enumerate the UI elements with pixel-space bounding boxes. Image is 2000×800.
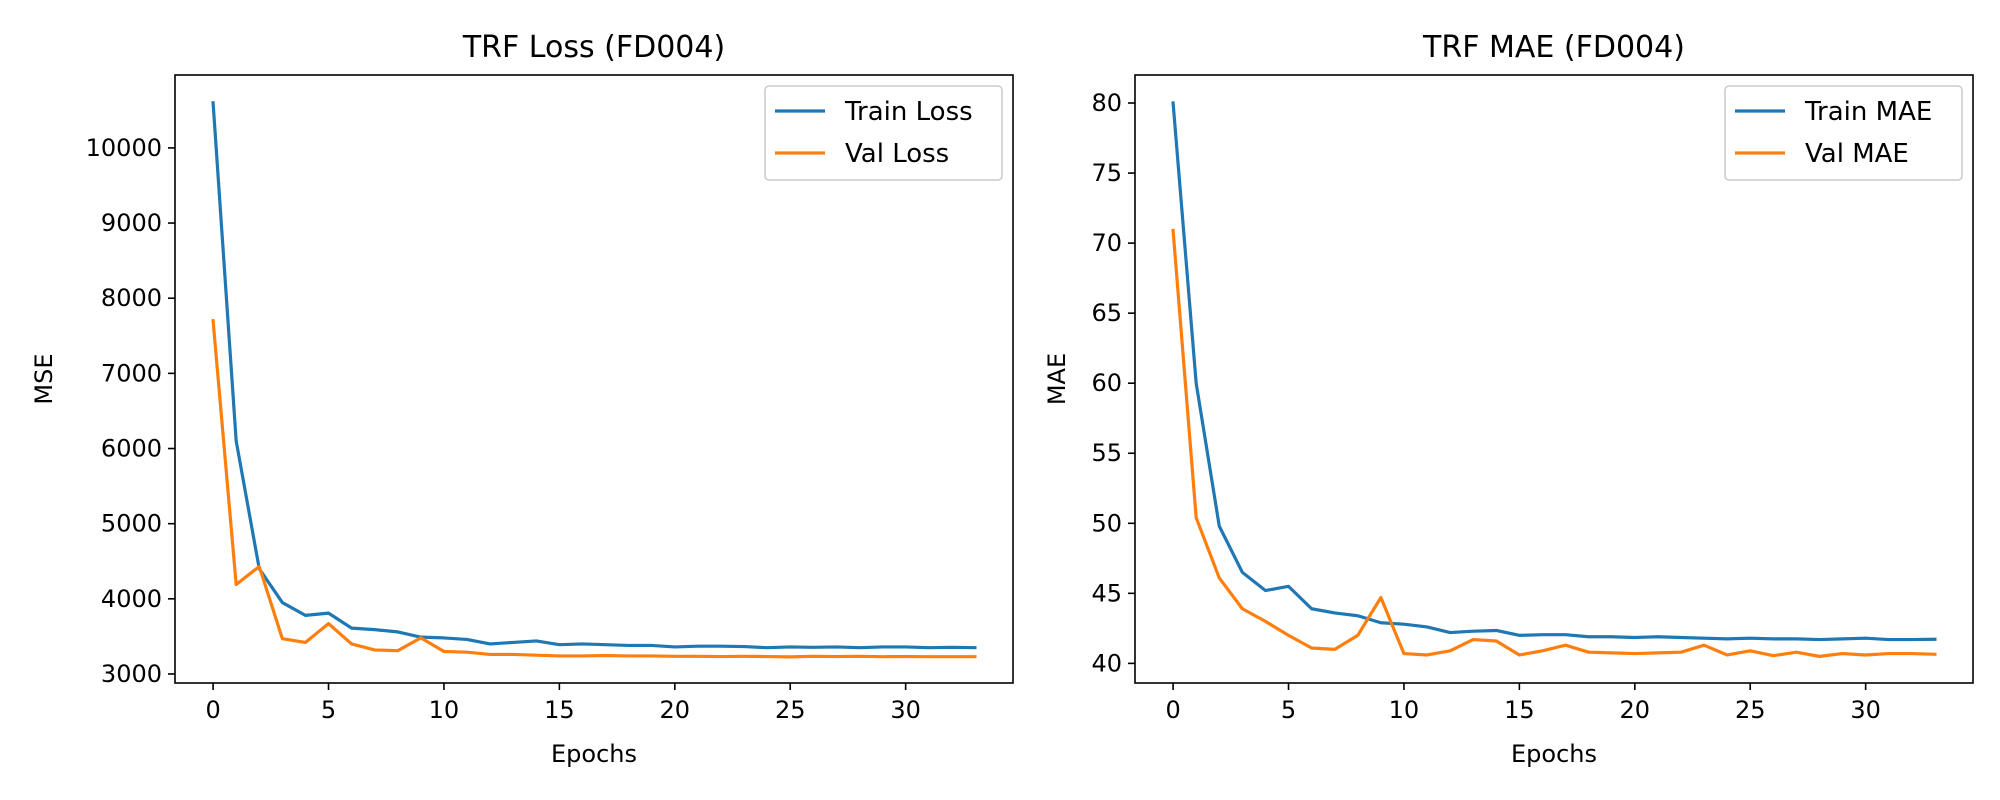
legend-label: Train Loss — [844, 97, 973, 127]
x-tick-label: 30 — [890, 696, 921, 724]
series-line-val-mae — [1171, 228, 1937, 658]
x-tick-label: 0 — [205, 696, 220, 724]
y-tick-label: 40 — [1091, 649, 1122, 677]
legend: Train MAE Val MAE — [1724, 85, 1963, 181]
y-tick-label: 3000 — [101, 660, 162, 688]
chart-title: TRF Loss (FD004) — [462, 30, 725, 65]
chart-title: TRF MAE (FD004) — [1422, 30, 1685, 65]
x-axis-label: Epochs — [551, 740, 637, 768]
series-line-val-loss — [211, 319, 977, 659]
x-axis-label: Epochs — [1511, 740, 1597, 768]
x-tick-label: 5 — [1281, 696, 1296, 724]
x-tick-label: 5 — [321, 696, 336, 724]
x-tick-label: 0 — [1165, 696, 1180, 724]
x-tick-label: 15 — [1504, 696, 1535, 724]
y-tick-label: 7000 — [101, 359, 162, 387]
chart-panel-loss: 0 5 10 15 20 25 30 3000 4000 5000 6000 7000 8000 9000… — [30, 30, 1014, 768]
x-tick-label: 10 — [1389, 696, 1420, 724]
y-tick-label: 10000 — [86, 134, 162, 162]
y-tick-label: 65 — [1091, 299, 1122, 327]
legend: Train Loss Val Loss — [764, 85, 1003, 181]
x-tick-label: 25 — [775, 696, 806, 724]
plot-frame — [1134, 74, 1974, 684]
y-tick-label: 50 — [1091, 509, 1122, 537]
x-tick-label: 20 — [1620, 696, 1651, 724]
y-axis-label: MSE — [30, 353, 58, 404]
y-axis-label: MAE — [1043, 353, 1071, 405]
legend-label: Val MAE — [1805, 139, 1909, 169]
plot-frame — [174, 74, 1014, 684]
y-tick-label: 80 — [1091, 89, 1122, 117]
y-tick-label: 60 — [1091, 369, 1122, 397]
y-tick-label: 6000 — [101, 435, 162, 463]
y-tick-label: 8000 — [101, 284, 162, 312]
y-tick-label: 70 — [1091, 229, 1122, 257]
y-tick-label: 4000 — [101, 585, 162, 613]
legend-label: Train MAE — [1804, 97, 1932, 127]
x-tick-label: 10 — [429, 696, 460, 724]
series-line-train-mae — [1171, 101, 1937, 642]
series-line-train-loss — [211, 101, 977, 650]
y-tick-label: 75 — [1091, 159, 1122, 187]
y-tick-label: 9000 — [101, 209, 162, 237]
x-tick-label: 30 — [1850, 696, 1881, 724]
chart-panel-mae: 0 5 10 15 20 25 30 40 45 50 55 60 65 70 75 80 TRF MAE (F… — [1043, 30, 1974, 768]
x-tick-label: 20 — [660, 696, 691, 724]
y-tick-label: 55 — [1091, 439, 1122, 467]
legend-label: Val Loss — [845, 139, 949, 169]
y-tick-label: 5000 — [101, 510, 162, 538]
y-tick-label: 45 — [1091, 579, 1122, 607]
x-tick-label: 25 — [1735, 696, 1766, 724]
x-tick-label: 15 — [544, 696, 575, 724]
